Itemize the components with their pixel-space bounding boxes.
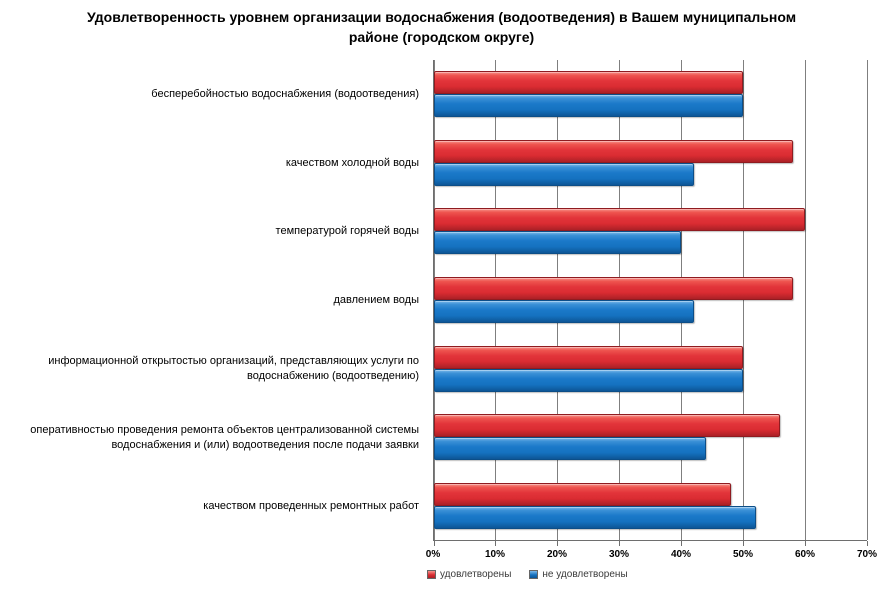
axis-tick-mark [433,541,435,546]
x-tick-label: 10% [484,549,506,560]
x-axis: 0% 10% 20% 30% 40% 50% 60% 70% [426,549,877,563]
bar-group [434,129,867,198]
bar-group [434,197,867,266]
category-label: информационной открытостью организаций, … [48,355,419,383]
axis-tick-mark [742,541,744,546]
bar-satisfied [434,71,744,95]
legend-label: не удовлетворены [542,569,628,580]
x-tick-label: 40% [670,549,692,560]
gridline [433,60,435,540]
bar-unsatisfied [434,300,694,324]
bar-satisfied [434,345,744,369]
bar-satisfied [434,277,793,301]
category-label: качеством холодной воды [285,156,419,169]
bar-unsatisfied [434,94,744,118]
bar-unsatisfied [434,505,756,529]
axis-tick-mark [495,541,497,546]
bar-group [434,60,867,129]
plot-area [433,60,868,546]
legend-swatch-unsatisfied [529,570,539,579]
bar-unsatisfied [434,231,682,255]
x-tick-label: 20% [546,549,568,560]
category-label: температурой горячей воды [275,225,419,238]
x-tick-label: 60% [794,549,816,560]
bar-group [434,471,867,540]
legend-label: удовлетворены [440,569,512,580]
bar-group [434,266,867,335]
bar-unsatisfied [434,437,707,461]
bar-group [434,403,867,472]
axis-tick-mark [619,541,621,546]
bar-satisfied [434,208,806,232]
legend-item: удовлетворены [427,569,511,580]
x-tick-label: 70% [856,549,878,560]
legend-item: не удовлетворены [529,569,628,580]
x-tick-label: 30% [608,549,630,560]
bar-satisfied [434,482,731,506]
x-tick-label: 50% [732,549,754,560]
x-tick-label: 0% [425,549,441,560]
bar-satisfied [434,414,781,438]
bar-satisfied [434,139,793,163]
chart-title: Удовлетворенность уровнем организации во… [86,9,797,46]
legend: удовлетворены не удовлетворены [427,569,628,580]
category-labels: бесперебойностью водоснабжения (водоотве… [0,60,426,541]
axis-tick-mark [804,541,806,546]
legend-swatch-satisfied [427,570,436,579]
category-label: давлением воды [333,294,419,307]
bar-group [434,334,867,403]
category-label: бесперебойностью водоснабжения (водоотве… [151,87,419,100]
gridline [866,60,868,540]
bar-unsatisfied [434,162,694,186]
category-label: качеством проведенных ремонтных работ [203,500,419,513]
axis-tick-mark [680,541,682,546]
axis-tick-mark [557,541,559,546]
gridline [804,60,806,540]
bar-unsatisfied [434,368,744,392]
bars-layer [434,60,867,540]
category-label: оперативностью проведения ремонта объект… [30,424,419,451]
axis-tick-mark [866,541,868,546]
